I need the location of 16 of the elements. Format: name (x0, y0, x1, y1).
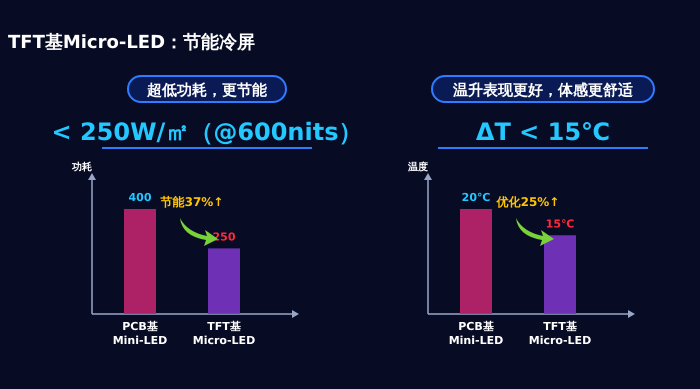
annotation: 优化25%↑ (496, 195, 560, 209)
data-label: 15℃ (546, 217, 574, 230)
x-tick-label: PCB基 Mini-LED (448, 320, 504, 347)
text: TFT基Micro-LED：节能冷屏 (8, 32, 256, 53)
chart-subtitle: ΔT < 15℃ (476, 118, 610, 146)
chart-title: 超低功耗，更节能 (146, 81, 268, 99)
y-axis-title: 温度 (407, 161, 428, 173)
chart-subtitle: < 250W/㎡（@600nits） (52, 118, 362, 146)
x-tick-label: TFT基 Micro-LED (528, 320, 592, 347)
annotation: 节能37%↑ (160, 195, 224, 209)
data-label: 400 (128, 191, 152, 204)
data-label: 20℃ (462, 191, 490, 204)
x-tick-label: TFT基 Micro-LED (192, 320, 256, 347)
chart-title: 温升表现更好，体感更舒适 (452, 81, 634, 99)
x-tick-label: PCB基 Mini-LED (112, 320, 168, 347)
y-axis-title: 功耗 (71, 161, 92, 173)
